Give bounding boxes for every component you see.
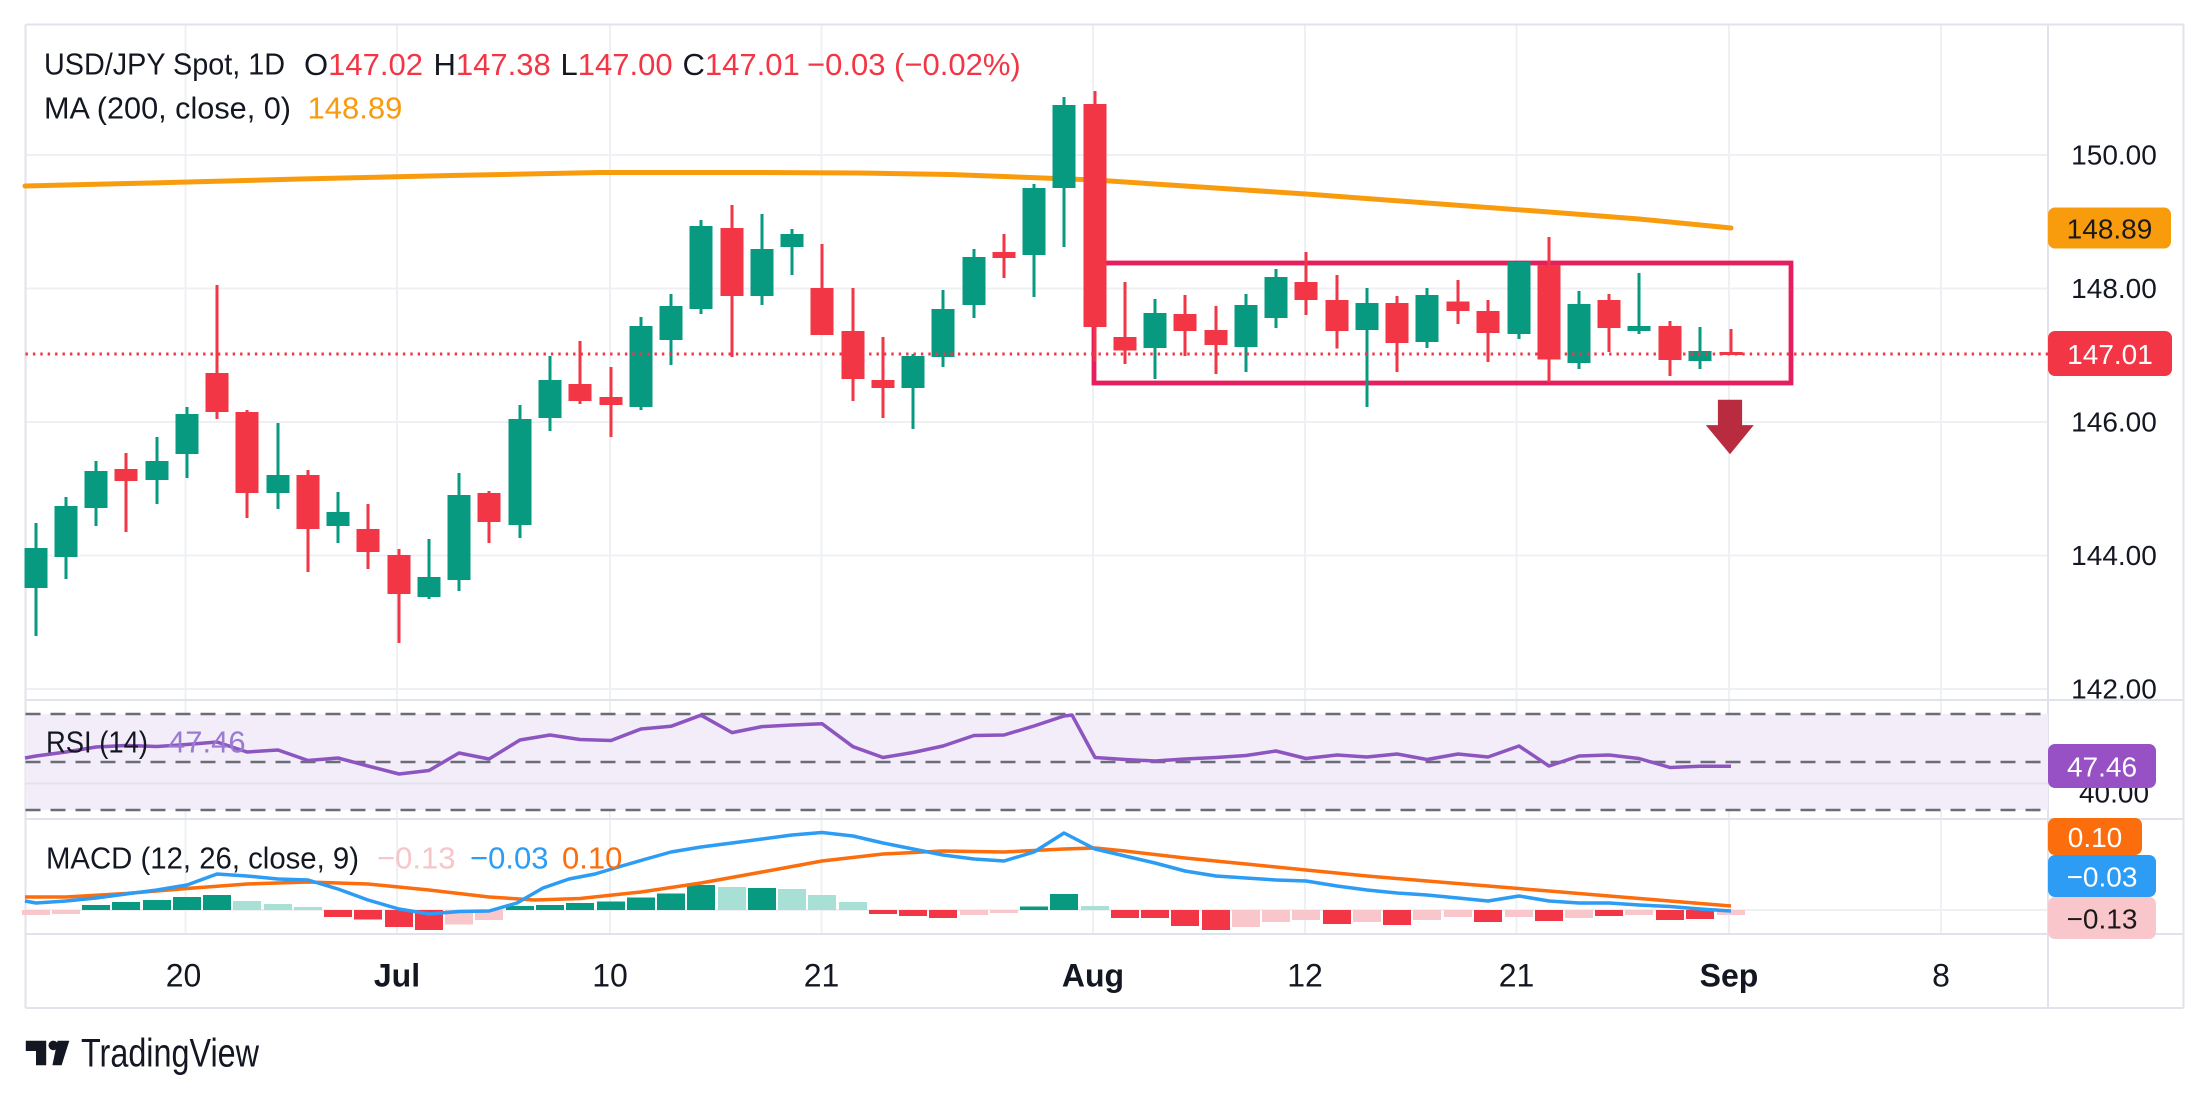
- svg-text:20: 20: [166, 958, 202, 994]
- svg-text:RSI (14): RSI (14): [46, 725, 148, 760]
- svg-text:0.10: 0.10: [562, 841, 622, 876]
- svg-text:0.10: 0.10: [2068, 822, 2123, 853]
- svg-text:21: 21: [1499, 958, 1535, 994]
- svg-text:−0.13: −0.13: [2067, 904, 2138, 935]
- svg-text:Jul: Jul: [374, 958, 420, 994]
- svg-text:MA (200, close, 0): MA (200, close, 0): [44, 91, 291, 126]
- svg-text:MACD (12, 26, close, 9): MACD (12, 26, close, 9): [46, 841, 359, 876]
- svg-text:148.89: 148.89: [2067, 214, 2153, 245]
- svg-text:21: 21: [804, 958, 840, 994]
- svg-text:USD/JPY Spot, 1D: USD/JPY Spot, 1D: [44, 47, 285, 82]
- svg-text:144.00: 144.00: [2071, 540, 2157, 571]
- svg-text:147.01: 147.01: [2067, 339, 2153, 370]
- svg-text:Aug: Aug: [1062, 958, 1124, 994]
- svg-text:150.00: 150.00: [2071, 140, 2157, 171]
- svg-text:47.46: 47.46: [2067, 752, 2137, 783]
- svg-text:47.46: 47.46: [168, 725, 246, 760]
- svg-text:TradingView: TradingView: [81, 1032, 259, 1076]
- svg-text:148.89: 148.89: [308, 91, 403, 126]
- svg-text:−0.03: −0.03: [470, 841, 548, 876]
- svg-text:10: 10: [592, 958, 628, 994]
- svg-text:148.00: 148.00: [2071, 273, 2157, 304]
- svg-text:Sep: Sep: [1700, 958, 1759, 994]
- svg-text:−0.03: −0.03: [2067, 862, 2138, 893]
- svg-text:146.00: 146.00: [2071, 407, 2157, 438]
- svg-text:8: 8: [1932, 958, 1950, 994]
- svg-text:142.00: 142.00: [2071, 674, 2157, 705]
- svg-text:12: 12: [1287, 958, 1323, 994]
- svg-text:−0.13: −0.13: [377, 841, 455, 876]
